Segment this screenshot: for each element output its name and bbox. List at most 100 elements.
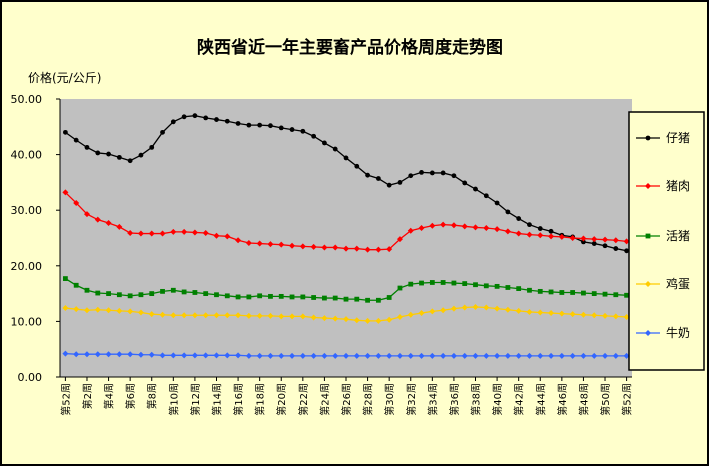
data-point <box>505 209 511 215</box>
series-1 <box>62 113 630 254</box>
data-point <box>429 352 436 359</box>
data-point <box>537 232 544 239</box>
data-point <box>267 241 274 248</box>
data-point <box>137 230 144 237</box>
data-point <box>160 129 165 135</box>
data-point <box>203 115 209 121</box>
data-point <box>257 122 263 128</box>
data-point <box>645 183 651 189</box>
data-point <box>364 352 371 359</box>
data-point <box>300 294 306 300</box>
x-tick-label: 第4周 <box>103 383 116 409</box>
data-point <box>515 307 522 314</box>
data-point <box>483 224 490 231</box>
data-point <box>83 211 90 218</box>
data-point <box>257 293 263 299</box>
data-point <box>483 283 489 289</box>
data-point <box>116 223 123 230</box>
data-point <box>105 351 112 358</box>
data-point <box>494 305 501 312</box>
data-point <box>224 293 230 299</box>
data-point <box>473 186 478 192</box>
data-point <box>450 305 457 312</box>
data-point <box>73 351 80 358</box>
data-point <box>138 152 144 158</box>
data-point <box>224 312 231 319</box>
data-point <box>213 312 220 319</box>
data-point <box>256 352 263 359</box>
legend-item: 猪肉 <box>636 179 690 193</box>
x-tick-label: 第20周 <box>275 383 288 416</box>
data-point <box>613 292 619 298</box>
legend-item: 鸡蛋 <box>636 276 690 291</box>
data-point <box>181 289 187 295</box>
data-point <box>116 351 123 358</box>
data-point <box>95 290 101 296</box>
x-tick-label: 第38周 <box>470 383 483 416</box>
x-tick-label: 第24周 <box>318 383 331 416</box>
legend-box <box>628 111 705 371</box>
data-point <box>170 352 177 359</box>
data-point <box>526 352 533 359</box>
legend-label: 猪肉 <box>666 179 690 193</box>
y-tick-label: 40.00 <box>11 149 43 162</box>
x-tick-label: 第46周 <box>556 383 569 416</box>
data-point <box>537 226 543 231</box>
data-point <box>353 317 360 324</box>
data-point <box>73 306 80 313</box>
y-tick-label: 30.00 <box>11 204 43 217</box>
data-point <box>504 306 511 313</box>
data-point <box>440 221 447 228</box>
data-point <box>624 292 630 298</box>
legend-label: 牛奶 <box>666 325 690 340</box>
data-point <box>213 232 220 239</box>
data-point <box>321 352 328 359</box>
data-point <box>472 352 479 359</box>
data-point <box>181 114 187 120</box>
data-point <box>591 241 597 246</box>
data-point <box>62 189 69 196</box>
data-point <box>602 291 608 297</box>
data-point <box>106 151 111 157</box>
data-point <box>343 352 349 359</box>
data-point <box>94 351 101 358</box>
chart-title: 陕西省近一年主要畜产品价格周度走势图 <box>197 37 503 58</box>
data-point <box>559 290 565 295</box>
data-point <box>397 285 403 291</box>
y-axis-label: 价格(元/公斤) <box>28 70 101 85</box>
data-point <box>527 222 532 228</box>
tick-labels: 0.0010.0020.0030.0040.0050.00第52周 第2周 第4周第… <box>11 93 634 416</box>
data-point <box>278 293 284 299</box>
data-point <box>311 133 317 139</box>
data-point <box>462 281 468 286</box>
data-point <box>224 352 231 359</box>
data-point <box>192 113 198 119</box>
data-point <box>289 352 296 359</box>
data-point <box>365 297 370 303</box>
data-point <box>602 236 609 243</box>
data-point <box>569 311 576 318</box>
data-point <box>537 288 543 294</box>
data-point <box>235 237 242 244</box>
data-point <box>418 352 425 359</box>
data-point <box>612 237 619 244</box>
data-point <box>558 352 565 359</box>
data-point <box>127 293 133 299</box>
data-point <box>148 311 155 318</box>
data-point <box>397 180 403 185</box>
data-point <box>214 117 219 122</box>
x-tick-label: 第36周 <box>448 383 461 416</box>
data-point <box>148 230 155 237</box>
data-point <box>332 352 339 359</box>
data-point <box>440 307 447 314</box>
axes <box>56 98 632 381</box>
data-point <box>429 170 435 176</box>
data-point <box>354 296 360 302</box>
data-point <box>245 312 252 319</box>
data-point <box>213 352 220 359</box>
data-point <box>95 150 101 156</box>
data-point <box>548 233 555 240</box>
data-point <box>289 242 296 249</box>
data-point <box>450 352 457 359</box>
data-point <box>602 352 609 359</box>
